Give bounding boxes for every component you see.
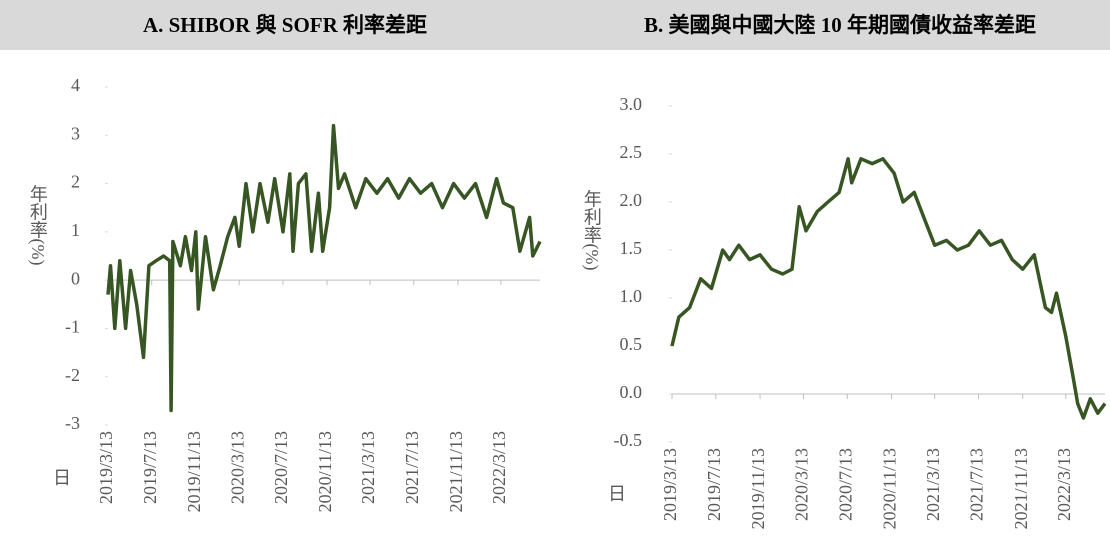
x-tick-label: 2019/3/13 [96, 431, 116, 504]
y-tick-label: 0 [71, 268, 80, 288]
x-tick-label: 2022/3/13 [489, 431, 509, 504]
y-tick-label: -1 [65, 317, 80, 337]
y-tick-label: 1.5 [620, 238, 643, 258]
y-tick-label: 1 [71, 220, 80, 240]
data-line [670, 157, 1107, 420]
y-tick-label: -0.5 [614, 430, 643, 450]
header-band [0, 0, 1110, 50]
y-tick-label: 2.0 [620, 190, 643, 210]
x-tick-label: 2020/7/13 [271, 431, 291, 504]
x-tick-label: 2019/11/13 [748, 448, 768, 529]
x-tick-label: 2020/11/13 [880, 448, 900, 529]
x-tick-label: 2021/3/13 [358, 431, 378, 504]
y-tick-label: -3 [65, 413, 80, 433]
y-tick-label: 3.0 [620, 94, 643, 114]
chart-title: A. SHIBOR 與 SOFR 利率差距 [143, 13, 427, 37]
chart-title: B. 美國與中國大陸 10 年期國債收益率差距 [644, 13, 1036, 37]
x-axis-label: 日 [608, 484, 626, 504]
x-tick-label: 2019/3/13 [660, 448, 680, 521]
y-tick-label: 0.5 [620, 334, 643, 354]
y-axis-label: 年利率(%) [27, 184, 48, 265]
x-tick-label: 2021/11/13 [446, 431, 466, 512]
x-tick-label: 2019/7/13 [140, 431, 160, 504]
x-tick-label: 2021/11/13 [1011, 448, 1031, 529]
x-tick-label: 2021/7/13 [402, 431, 422, 504]
x-tick-label: 2020/3/13 [227, 431, 247, 504]
y-axis-label: 年利率(%) [581, 189, 602, 270]
x-tick-label: 2022/3/13 [1054, 448, 1074, 521]
y-tick-label: 0.0 [620, 382, 643, 402]
x-tick-label: 2019/7/13 [704, 448, 724, 521]
y-tick-label: -2 [65, 365, 80, 385]
y-tick-label: 1.0 [620, 286, 643, 306]
x-tick-label: 2019/11/13 [184, 431, 204, 512]
x-tick-label: 2021/7/13 [967, 448, 987, 521]
x-tick-label: 2020/3/13 [792, 448, 812, 521]
y-tick-label: 2.5 [620, 142, 643, 162]
y-tick-label: 4 [71, 75, 80, 95]
x-tick-label: 2021/3/13 [923, 448, 943, 521]
y-tick-label: 2 [71, 172, 80, 192]
y-tick-label: 3 [71, 123, 80, 143]
x-axis-label: 日 [53, 468, 71, 488]
x-tick-label: 2020/7/13 [835, 448, 855, 521]
x-tick-label: 2020/11/13 [315, 431, 335, 512]
data-line [106, 123, 542, 413]
